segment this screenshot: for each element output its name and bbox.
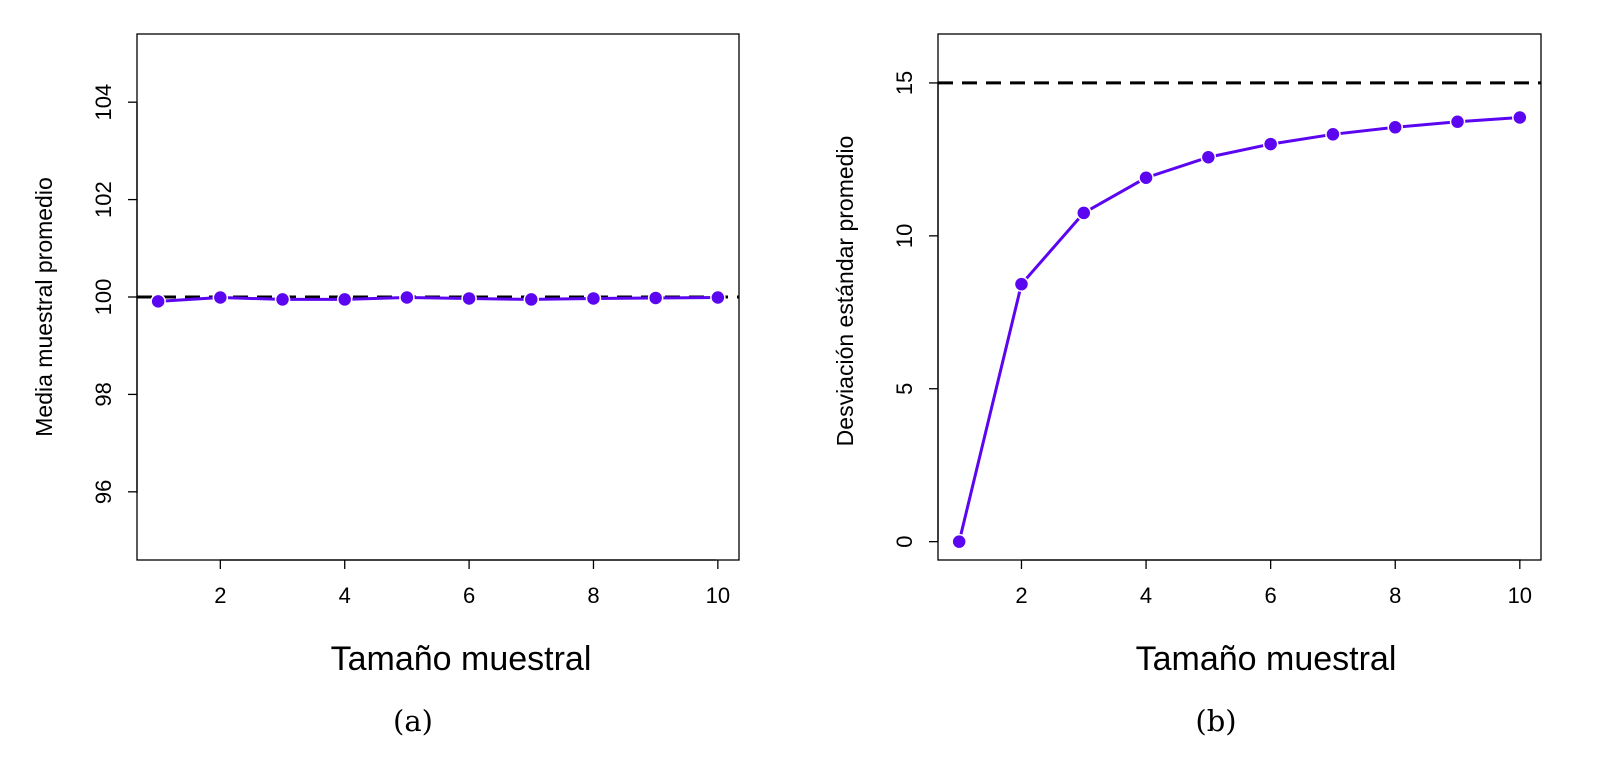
y-tick-label: 10: [892, 224, 917, 248]
x-tick-label: 10: [1508, 583, 1532, 608]
data-point: [1512, 109, 1528, 126]
panel-b: 2 4 6 8 10 0 5 10 15 Desviación estándar promed…: [832, 33, 1542, 738]
panel-caption: (b): [1195, 704, 1236, 738]
y-tick-label: 0: [892, 536, 917, 548]
y-ticks: 96 98 100 102 104: [91, 84, 137, 504]
y-tick-label: 98: [91, 382, 116, 406]
data-point: [1076, 205, 1092, 221]
x-tick-label: 2: [1015, 583, 1027, 608]
data-point: [1262, 136, 1279, 152]
y-tick-label: 100: [91, 279, 116, 316]
data-point: [647, 290, 664, 306]
data-point: [461, 290, 477, 307]
x-tick-label: 8: [587, 583, 599, 608]
y-tick-label: 96: [91, 480, 116, 504]
x-tick-label: 2: [214, 583, 226, 608]
data-point: [1387, 119, 1403, 136]
data-point: [1325, 126, 1341, 143]
x-tick-label: 6: [463, 583, 475, 608]
x-tick-label: 4: [339, 583, 351, 608]
data-point: [1449, 114, 1466, 130]
data-point: [274, 291, 291, 308]
data-point: [150, 293, 166, 310]
data-point: [1200, 149, 1217, 165]
y-ticks: 0 5 10 15: [892, 71, 938, 548]
data-point: [523, 291, 540, 308]
x-tick-label: 8: [1389, 583, 1401, 608]
series-line: [957, 115, 1520, 543]
y-tick-label: 104: [91, 84, 116, 121]
x-ticks: 2 4 6 8 10: [214, 560, 730, 608]
data-point: [1013, 276, 1030, 292]
plot-frame: [937, 33, 1542, 561]
y-tick-label: 15: [892, 71, 917, 95]
data-point: [336, 291, 353, 308]
data-point: [710, 289, 726, 306]
data-point: [1138, 169, 1154, 186]
y-axis-title: Desviación estándar promedio: [832, 136, 858, 447]
data-point: [399, 289, 415, 306]
x-axis-title: Tamaño muestral: [331, 640, 592, 678]
data-point: [212, 289, 229, 306]
y-tick-label: 5: [892, 383, 917, 395]
x-tick-label: 10: [706, 583, 730, 608]
series-line: [158, 295, 718, 303]
data-points: [951, 109, 1528, 550]
y-axis-title: Media muestral promedio: [31, 177, 57, 437]
x-tick-label: 6: [1265, 583, 1277, 608]
x-tick-label: 4: [1140, 583, 1152, 608]
x-ticks: 2 4 6 8 10: [1015, 560, 1532, 608]
data-point: [585, 290, 602, 307]
data-point: [951, 533, 967, 550]
data-points: [150, 289, 726, 310]
y-tick-label: 102: [91, 181, 116, 218]
x-axis-title: Tamaño muestral: [1136, 640, 1397, 678]
panel-caption: (a): [393, 704, 433, 738]
panel-a: 2 4 6 8 10 96 98 100 102 104 Media muestral prom…: [31, 33, 740, 738]
